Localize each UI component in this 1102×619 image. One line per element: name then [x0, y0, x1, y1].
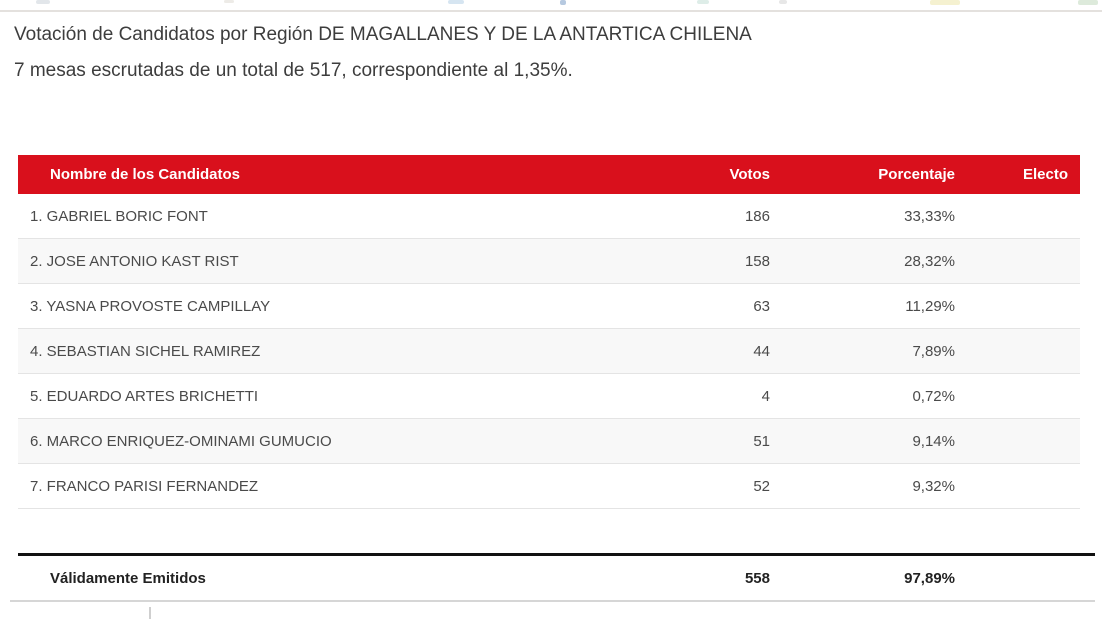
candidate-percent: 0,72%: [912, 387, 955, 405]
candidate-name: 3. YASNA PROVOSTE CAMPILLAY: [30, 297, 271, 315]
top-edge-artifact: [36, 0, 50, 4]
top-edge-artifact: [560, 0, 566, 5]
top-edge-artifact: [224, 0, 234, 3]
table-row: 4. SEBASTIAN SICHEL RAMIREZ 44 7,89%: [18, 329, 1080, 374]
candidate-votes: 51: [753, 432, 770, 450]
candidate-votes: 158: [744, 252, 770, 270]
page-title: Votación de Candidatos por Región DE MAG…: [14, 24, 752, 45]
top-divider: [0, 10, 1102, 12]
candidate-votes: 63: [753, 297, 770, 315]
candidate-name: 7. FRANCO PARISI FERNANDEZ: [30, 477, 259, 495]
top-edge-artifact: [697, 0, 709, 4]
table-row: 2. JOSE ANTONIO KAST RIST 158 28,32%: [18, 239, 1080, 284]
top-edge-artifact: [930, 0, 960, 5]
table-row: 3. YASNA PROVOSTE CAMPILLAY 63 11,29%: [18, 284, 1080, 329]
results-table: Nombre de los Candidatos Votos Porcentaj…: [18, 155, 1080, 509]
bottom-edge-artifact: [149, 607, 151, 619]
bottom-divider: [10, 600, 1095, 602]
summary-percent: 97,89%: [904, 569, 955, 587]
summary-label: Válidamente Emitidos: [50, 569, 206, 587]
candidate-percent: 9,14%: [912, 432, 955, 450]
candidate-percent: 11,29%: [905, 297, 955, 315]
summary-divider-bar: [18, 553, 1095, 556]
header-candidate-name: Nombre de los Candidatos: [50, 166, 241, 183]
top-edge-artifact: [448, 0, 464, 4]
candidate-name: 2. JOSE ANTONIO KAST RIST: [30, 252, 239, 270]
candidate-percent: 7,89%: [912, 342, 955, 360]
candidate-name: 1. GABRIEL BORIC FONT: [30, 207, 208, 225]
header-votes: Votos: [729, 166, 770, 183]
table-row: 5. EDUARDO ARTES BRICHETTI 4 0,72%: [18, 374, 1080, 419]
table-row: 6. MARCO ENRIQUEZ-OMINAMI GUMUCIO 51 9,1…: [18, 419, 1080, 464]
candidate-votes: 52: [753, 477, 770, 495]
header-elected: Electo: [1022, 166, 1068, 183]
table-row: 7. FRANCO PARISI FERNANDEZ 52 9,32%: [18, 464, 1080, 509]
candidate-name: 4. SEBASTIAN SICHEL RAMIREZ: [30, 342, 261, 360]
header-percent: Porcentaje: [878, 166, 955, 183]
summary-row: Válidamente Emitidos 558 97,89%: [18, 556, 1080, 600]
table-body: 1. GABRIEL BORIC FONT 186 33,33% 2. JOSE…: [18, 194, 1080, 509]
candidate-percent: 33,33%: [904, 207, 955, 225]
candidate-name: 5. EDUARDO ARTES BRICHETTI: [30, 387, 259, 405]
page-subtitle: 7 mesas escrutadas de un total de 517, c…: [14, 60, 573, 81]
candidate-votes: 44: [753, 342, 770, 360]
table-header: Nombre de los Candidatos Votos Porcentaj…: [18, 155, 1080, 194]
candidate-percent: 9,32%: [912, 477, 955, 495]
candidate-votes: 4: [761, 387, 770, 405]
candidate-name: 6. MARCO ENRIQUEZ-OMINAMI GUMUCIO: [30, 432, 332, 450]
top-edge-artifact: [1078, 0, 1098, 5]
candidate-percent: 28,32%: [904, 252, 955, 270]
summary-votes: 558: [744, 569, 770, 587]
top-edge-artifact: [779, 0, 787, 4]
candidate-votes: 186: [744, 207, 770, 225]
table-row: 1. GABRIEL BORIC FONT 186 33,33%: [18, 194, 1080, 239]
